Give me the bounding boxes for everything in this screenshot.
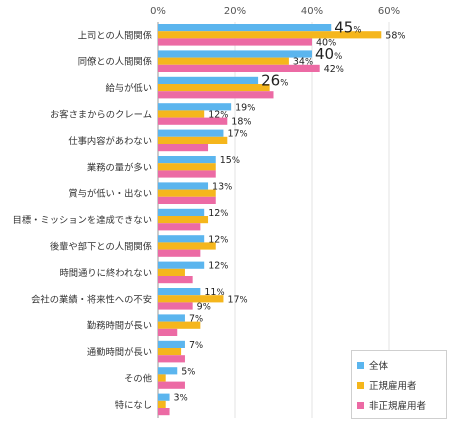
bar — [158, 381, 185, 389]
bar — [158, 189, 216, 197]
bar — [158, 340, 185, 348]
bar — [158, 249, 201, 257]
bar — [158, 348, 182, 356]
bar — [158, 84, 270, 92]
bar — [158, 144, 209, 152]
category-label: 賞与が低い・出ない — [68, 188, 152, 200]
bar — [158, 268, 185, 276]
data-label: 7% — [189, 340, 203, 351]
bar — [158, 295, 224, 303]
data-label: 13% — [212, 182, 232, 193]
data-label: 18% — [231, 117, 251, 128]
bar — [158, 400, 166, 408]
data-label: 58% — [385, 30, 405, 41]
data-label: 19% — [235, 102, 255, 113]
category-label: お客さまからのクレーム — [50, 109, 152, 121]
data-label: 15% — [220, 155, 240, 166]
legend-item-all: 全体 — [357, 355, 442, 375]
chart-legend: 全体 正規雇用者 非正規雇用者 — [351, 350, 447, 419]
category-label: 勤務時間が長い — [87, 320, 152, 332]
bar — [158, 328, 178, 336]
category-label: 時間通りに終われない — [59, 267, 152, 279]
category-label: 後輩や部下との人間関係 — [50, 241, 152, 253]
bar — [158, 50, 312, 58]
bar — [158, 31, 382, 39]
bar — [158, 38, 312, 46]
bar — [158, 374, 166, 382]
bar — [158, 129, 224, 137]
legend-item-regular: 正規雇用者 — [357, 375, 442, 395]
x-tick-label: 20% — [224, 6, 246, 17]
data-label: 45% — [334, 19, 361, 37]
x-tick-label: 0% — [150, 6, 166, 17]
bar — [158, 182, 209, 190]
bar — [158, 242, 216, 250]
category-label: 給与が低い — [106, 82, 153, 94]
bar — [158, 288, 201, 296]
bar — [158, 367, 178, 375]
bar — [158, 170, 216, 178]
bar — [158, 136, 228, 144]
bar — [158, 64, 320, 72]
data-label: 12% — [208, 234, 228, 245]
bar — [158, 103, 232, 111]
bar — [158, 355, 185, 363]
data-label: 11% — [204, 287, 224, 298]
bar — [158, 117, 228, 125]
x-tick-label: 40% — [301, 6, 323, 17]
category-label: 特になし — [115, 399, 152, 411]
category-label: その他 — [124, 373, 152, 385]
legend-label-all: 全体 — [369, 361, 389, 372]
category-label: 業務の量が多い — [87, 161, 152, 173]
category-label: 目標・ミッションを達成できない — [13, 214, 152, 226]
bar — [158, 156, 216, 164]
bar — [158, 302, 193, 310]
data-label: 40% — [316, 38, 336, 49]
data-label: 7% — [189, 314, 203, 325]
data-label: 34% — [293, 57, 313, 68]
bar — [158, 76, 259, 84]
data-label: 40% — [315, 45, 342, 63]
category-label: 会社の業績・将来性への不安 — [31, 293, 152, 305]
x-tick-label: 60% — [378, 6, 400, 17]
bar — [158, 276, 193, 284]
bar — [158, 261, 205, 269]
category-label: 仕事内容があわない — [68, 135, 152, 147]
data-label: 12% — [208, 261, 228, 272]
bar — [158, 208, 205, 216]
bar — [158, 196, 216, 204]
category-label: 同僚との人間関係 — [78, 56, 152, 68]
data-label: 12% — [208, 208, 228, 219]
legend-item-nonregular: 非正規雇用者 — [357, 395, 442, 415]
bar — [158, 235, 205, 243]
legend-swatch-nonregular — [357, 401, 364, 409]
data-label: 12% — [208, 110, 228, 121]
data-label: 17% — [227, 294, 247, 305]
bar — [158, 393, 170, 401]
data-label: 3% — [174, 393, 188, 404]
legend-label-regular: 正規雇用者 — [369, 381, 417, 392]
bar — [158, 110, 205, 118]
category-label: 通勤時間が長い — [87, 346, 152, 358]
legend-swatch-regular — [357, 381, 364, 389]
bar — [158, 91, 274, 99]
bar — [158, 24, 332, 32]
bar — [158, 321, 201, 329]
category-label: 上司との人間関係 — [78, 30, 152, 41]
data-label: 9% — [197, 302, 211, 313]
data-label: 5% — [181, 366, 195, 377]
bar — [158, 314, 185, 322]
bar — [158, 408, 170, 416]
data-label: 42% — [324, 64, 344, 75]
legend-label-nonregular: 非正規雇用者 — [369, 401, 427, 412]
bar — [158, 223, 201, 231]
bar — [158, 57, 289, 65]
legend-swatch-all — [357, 361, 364, 369]
data-label: 26% — [261, 71, 288, 89]
data-label: 17% — [227, 129, 247, 140]
bar — [158, 163, 216, 171]
bar — [158, 216, 209, 224]
